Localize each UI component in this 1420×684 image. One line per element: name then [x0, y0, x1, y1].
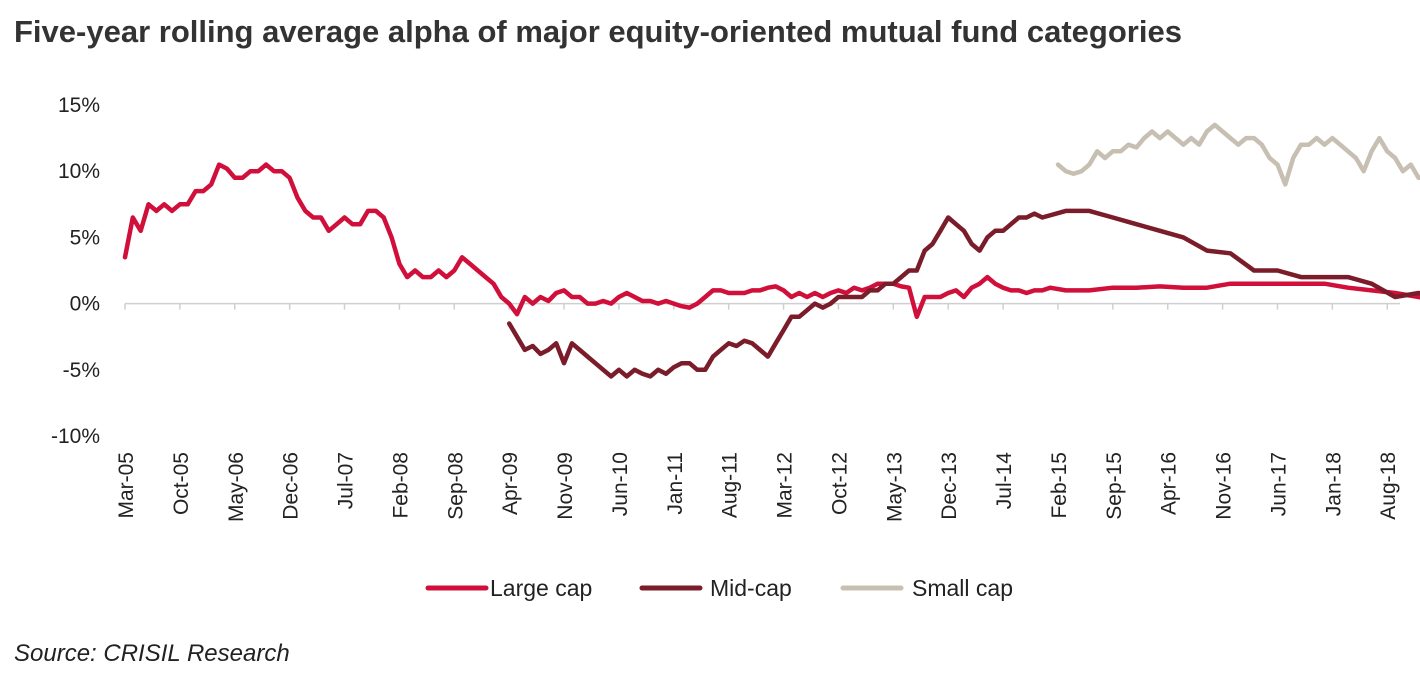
x-tick-label: Jun-17 [1267, 452, 1290, 516]
x-tick-label: Jul-07 [335, 452, 358, 509]
x-tick-label: Aug-11 [719, 452, 742, 518]
y-axis: -10% -5% 0% 5% 10% 15% [51, 94, 100, 448]
x-tick-label: Oct-12 [828, 452, 851, 515]
x-tick-label: Dec-06 [280, 452, 303, 520]
x-tick-label: Sep-08 [444, 452, 467, 520]
x-tick-label: May-06 [225, 452, 248, 522]
y-tick-label: 15% [58, 94, 100, 117]
y-tick-label: -5% [63, 359, 100, 382]
series-line-mid-cap [506, 208, 1420, 379]
series-lines [122, 122, 1420, 379]
legend-label: Large cap [490, 575, 592, 601]
y-tick-label: -10% [51, 425, 100, 448]
x-tick-label: Jan-18 [1322, 452, 1345, 516]
x-tick-label: Oct-05 [170, 452, 193, 515]
legend: Large cap Mid-cap Small cap [425, 575, 1013, 601]
x-tick-label: Dec-13 [938, 452, 961, 520]
x-tick-label: May-13 [883, 452, 906, 522]
x-tick-label: Mar-05 [115, 452, 138, 519]
chart-title: Five-year rolling average alpha of major… [14, 14, 1182, 49]
x-tick-label: Apr-09 [499, 452, 522, 515]
x-tick-label: Jan-11 [664, 452, 687, 515]
x-tick-label: Jun-10 [609, 452, 632, 516]
x-tick-label: Nov-09 [554, 452, 577, 520]
series-line-small-cap [1055, 122, 1420, 187]
x-tick-label: Mar-12 [774, 452, 797, 519]
x-tick-label: Aug-18 [1377, 452, 1400, 520]
legend-label: Mid-cap [710, 575, 792, 601]
y-tick-label: 0% [70, 293, 100, 316]
legend-label: Small cap [912, 575, 1013, 601]
x-tick-label: Jul-14 [993, 452, 1016, 510]
y-tick-label: 5% [70, 226, 100, 249]
x-axis: Mar-05 Oct-05 May-06 Dec-06 Jul-07 Feb-08 Sep-… [115, 302, 1400, 522]
y-tick-label: 10% [58, 160, 100, 183]
x-tick-label: Sep-15 [1103, 452, 1126, 520]
x-tick-label: Apr-16 [1158, 452, 1181, 515]
x-tick-label: Feb-08 [389, 452, 412, 519]
x-tick-label: Nov-16 [1213, 452, 1236, 520]
source-note: Source: CRISIL Research [14, 640, 290, 667]
series-line-large-cap [122, 162, 1420, 320]
x-tick-label: Feb-15 [1048, 452, 1071, 519]
